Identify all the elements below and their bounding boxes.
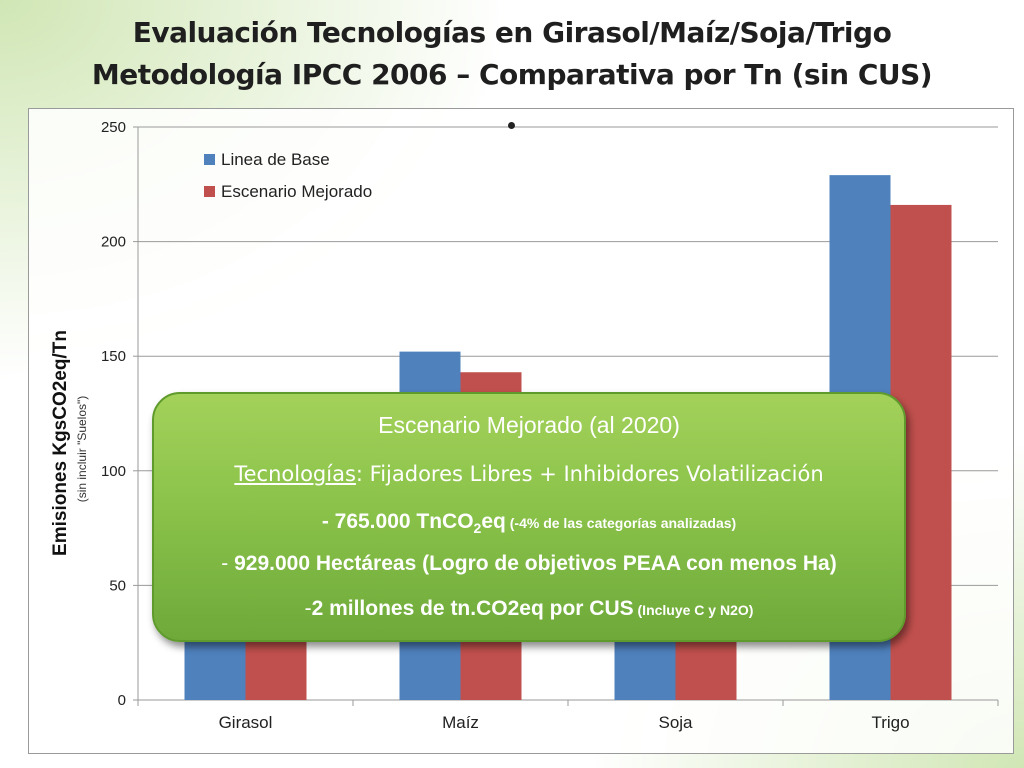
- cus-text: 2 millones de tn.CO2eq por CUS: [311, 597, 634, 620]
- emissions-subscript: 2: [473, 520, 482, 537]
- y-tick-label-0: 0: [118, 692, 126, 709]
- technologies-text: : Fijadores Libres + Inhibidores Volatil…: [355, 462, 824, 486]
- hectares-dash: -: [221, 552, 235, 575]
- slide-title-line-1: Evaluación Tecnologías en Girasol/Maíz/S…: [132, 16, 892, 49]
- x-tick-label-0: Girasol: [219, 713, 273, 732]
- legend-label-1: Escenario Mejorado: [221, 182, 372, 201]
- legend-label-0: Linea de Base: [221, 150, 330, 169]
- y-tick-label-150: 150: [101, 348, 126, 365]
- legend-swatch-0: [204, 154, 215, 165]
- technologies-label: Tecnologías: [234, 462, 356, 486]
- callout-title: Escenario Mejorado (al 2020): [378, 412, 680, 438]
- slide-title-line-2: Metodología IPCC 2006 – Comparativa por …: [91, 58, 933, 91]
- y-tick-label-250: 250: [101, 119, 126, 136]
- callout-cus-line: -2 millones de tn.CO2eq por CUS (Incluye…: [154, 597, 904, 621]
- y-tick-label-100: 100: [101, 463, 126, 480]
- cus-dash: -: [304, 597, 312, 620]
- x-tick-label-1: Maíz: [442, 713, 479, 732]
- emissions-note: (-4% de las categorías analizadas): [505, 515, 737, 531]
- cus-note: (Incluye C y N2O): [633, 602, 754, 618]
- y-tick-label-200: 200: [101, 234, 126, 251]
- bullet-dot: [508, 122, 515, 129]
- callout-emissions-line: - 765.000 TnCO2eq (-4% de las categorías…: [154, 510, 904, 536]
- y-tick-label-50: 50: [109, 577, 126, 594]
- x-tick-label-2: Soja: [658, 713, 693, 732]
- y-axis-label: Emisiones KgsCO2eq/Tn: [50, 330, 71, 556]
- legend-swatch-1: [204, 186, 215, 197]
- callout-technologies: Tecnologías: Fijadores Libres + Inhibido…: [154, 462, 904, 486]
- x-tick-label-3: Trigo: [871, 713, 909, 732]
- slide-title: Evaluación Tecnologías en Girasol/Maíz/S…: [0, 12, 1024, 96]
- y-axis-sublabel: (sin incluir "Suelos"): [75, 396, 89, 503]
- emissions-main: - 765.000 TnCO: [321, 510, 474, 533]
- callout-hectares-line: - 929.000 Hectáreas (Logro de objetivos …: [154, 552, 904, 576]
- hectares-text: 929.000 Hectáreas (Logro de objetivos PE…: [234, 552, 837, 575]
- emissions-after: eq: [481, 510, 506, 533]
- scenario-callout: Escenario Mejorado (al 2020) Tecnologías…: [152, 392, 906, 642]
